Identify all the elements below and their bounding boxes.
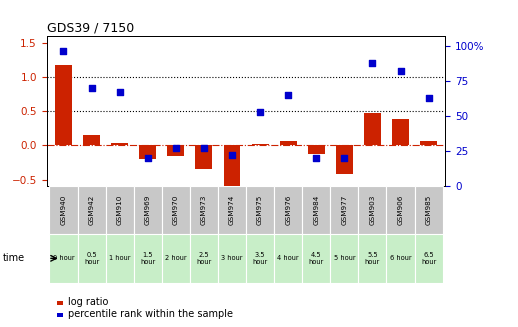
Text: 1 hour: 1 hour <box>109 255 131 261</box>
Bar <box>106 186 134 234</box>
Text: GSM973: GSM973 <box>201 195 207 225</box>
Bar <box>358 234 386 283</box>
Point <box>200 146 208 151</box>
Bar <box>308 146 325 154</box>
Text: 3.5
hour: 3.5 hour <box>252 252 268 265</box>
Point <box>396 68 405 74</box>
Bar <box>167 146 184 156</box>
Text: GSM906: GSM906 <box>397 195 404 225</box>
Text: GSM910: GSM910 <box>117 195 123 225</box>
Bar <box>420 141 437 146</box>
Point <box>228 153 236 158</box>
Point <box>143 156 152 161</box>
Text: GSM970: GSM970 <box>173 195 179 225</box>
Bar <box>106 234 134 283</box>
Bar <box>274 186 302 234</box>
Bar <box>83 135 100 146</box>
Bar <box>274 234 302 283</box>
Text: time: time <box>3 253 25 263</box>
Bar <box>246 234 274 283</box>
Bar <box>364 113 381 146</box>
Text: GSM969: GSM969 <box>145 195 151 225</box>
Text: GSM940: GSM940 <box>61 195 66 225</box>
Bar <box>190 234 218 283</box>
Bar <box>134 234 162 283</box>
Bar <box>280 141 297 146</box>
Text: GDS39 / 7150: GDS39 / 7150 <box>47 22 134 35</box>
Text: 4.5
hour: 4.5 hour <box>309 252 324 265</box>
Bar <box>218 186 246 234</box>
Bar <box>330 234 358 283</box>
Bar <box>55 65 72 146</box>
Bar <box>78 234 106 283</box>
Text: GSM977: GSM977 <box>341 195 348 225</box>
Bar <box>162 234 190 283</box>
Point <box>312 156 321 161</box>
Text: 0.5
hour: 0.5 hour <box>84 252 99 265</box>
Bar <box>162 186 190 234</box>
Bar <box>195 146 212 169</box>
Text: GSM974: GSM974 <box>229 195 235 225</box>
Point <box>340 156 349 161</box>
Text: 5.5
hour: 5.5 hour <box>365 252 380 265</box>
Text: GSM984: GSM984 <box>313 195 319 225</box>
Bar <box>78 186 106 234</box>
Text: 3 hour: 3 hour <box>221 255 243 261</box>
Bar <box>336 146 353 174</box>
Point <box>88 85 96 91</box>
Point <box>284 93 292 98</box>
Bar <box>111 143 128 146</box>
Text: 0 hour: 0 hour <box>53 255 74 261</box>
Text: 6 hour: 6 hour <box>390 255 411 261</box>
Bar <box>190 186 218 234</box>
Text: 1.5
hour: 1.5 hour <box>140 252 155 265</box>
Bar <box>218 234 246 283</box>
Point <box>116 90 124 95</box>
Bar <box>302 234 330 283</box>
Text: 2.5
hour: 2.5 hour <box>196 252 211 265</box>
Text: percentile rank within the sample: percentile rank within the sample <box>68 309 234 319</box>
Point <box>60 49 68 54</box>
Bar <box>302 186 330 234</box>
Text: 5 hour: 5 hour <box>334 255 355 261</box>
Text: GSM942: GSM942 <box>89 195 95 225</box>
Text: GSM975: GSM975 <box>257 195 263 225</box>
Bar <box>139 146 156 159</box>
Bar <box>252 144 268 146</box>
Text: GSM985: GSM985 <box>426 195 431 225</box>
Bar <box>414 234 443 283</box>
Text: 2 hour: 2 hour <box>165 255 186 261</box>
Text: GSM976: GSM976 <box>285 195 291 225</box>
Text: GSM903: GSM903 <box>369 195 376 225</box>
Bar <box>392 119 409 146</box>
Bar <box>358 186 386 234</box>
Point <box>424 95 433 100</box>
Point <box>256 109 264 114</box>
Point <box>171 146 180 151</box>
Bar <box>386 186 414 234</box>
Bar <box>386 234 414 283</box>
Text: 4 hour: 4 hour <box>277 255 299 261</box>
Text: 6.5
hour: 6.5 hour <box>421 252 436 265</box>
Bar <box>134 186 162 234</box>
Bar <box>246 186 274 234</box>
Bar <box>49 186 78 234</box>
Bar <box>330 186 358 234</box>
Bar <box>414 186 443 234</box>
Text: log ratio: log ratio <box>68 298 109 307</box>
Point <box>368 60 377 65</box>
Bar <box>224 146 240 188</box>
Bar <box>49 234 78 283</box>
